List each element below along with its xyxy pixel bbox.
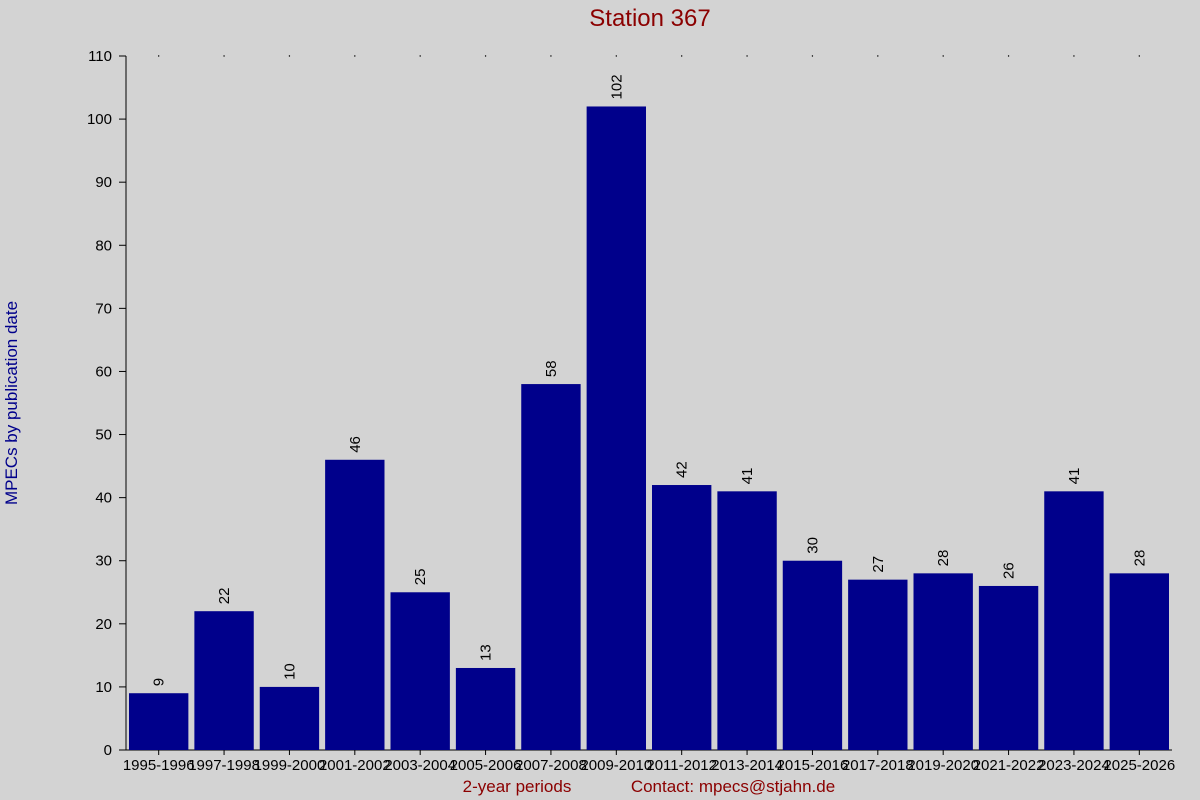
- value-label: 30: [804, 537, 821, 554]
- value-label: 13: [478, 644, 495, 661]
- bar: [325, 459, 385, 750]
- x-tick-label: 2007-2008: [515, 757, 587, 774]
- bar: [455, 667, 516, 750]
- value-label: 9: [151, 678, 168, 686]
- top-tick: [1073, 55, 1075, 57]
- bar: [848, 579, 908, 750]
- value-label: 25: [412, 569, 429, 586]
- top-tick: [746, 55, 748, 57]
- x-tick-label: 2023-2024: [1038, 757, 1110, 774]
- bar: [1109, 573, 1169, 750]
- top-tick: [157, 55, 160, 57]
- y-tick-label: 70: [95, 300, 112, 317]
- x-tick-label: 2009-2010: [580, 757, 652, 774]
- value-label: 10: [281, 663, 298, 680]
- value-label: 28: [935, 550, 952, 567]
- x-tick-label: 2005-2006: [450, 757, 522, 774]
- contact: Contact: mpecs@stjahn.de: [631, 777, 835, 796]
- top-tick: [811, 55, 814, 57]
- value-label: 41: [739, 468, 756, 485]
- value-label: 41: [1066, 468, 1083, 485]
- y-axis-label: MPECs by publication date: [2, 301, 21, 505]
- bar: [782, 560, 843, 750]
- x-tick-label: 1999-2000: [254, 757, 326, 774]
- top-tick: [615, 55, 618, 57]
- value-label: 27: [870, 556, 887, 573]
- y-tick-label: 100: [87, 111, 112, 128]
- top-tick: [288, 55, 291, 57]
- x-tick-label: 2013-2014: [711, 757, 783, 774]
- x-axis-label: 2-year periods: [463, 777, 572, 796]
- top-tick: [419, 55, 421, 57]
- value-label: 42: [674, 461, 691, 478]
- x-tick-label: 2021-2022: [973, 757, 1045, 774]
- value-label: 46: [347, 436, 364, 453]
- bar: [652, 485, 712, 750]
- y-tick-label: 10: [95, 679, 112, 696]
- x-tick-label: 1995-1996: [123, 757, 195, 774]
- y-tick-label: 60: [95, 363, 112, 380]
- y-tick-label: 30: [95, 553, 112, 570]
- top-tick: [1007, 55, 1010, 57]
- top-tick: [942, 55, 944, 57]
- bar: [913, 573, 973, 750]
- value-label: 26: [1001, 562, 1018, 579]
- value-label: 22: [216, 588, 233, 605]
- y-tick-label: 80: [95, 237, 112, 254]
- value-label: 102: [608, 74, 625, 99]
- bar: [259, 686, 320, 750]
- y-tick-label: 0: [104, 742, 112, 759]
- top-tick: [680, 55, 683, 57]
- x-tick-label: 2003-2004: [384, 757, 456, 774]
- bar: [717, 491, 777, 750]
- top-tick: [354, 55, 356, 57]
- top-tick: [1138, 55, 1141, 57]
- y-tick-label: 40: [95, 490, 112, 507]
- x-tick-label: 2015-2016: [777, 757, 849, 774]
- bar: [521, 384, 581, 750]
- top-tick: [484, 55, 487, 57]
- bar: [978, 585, 1039, 750]
- x-tick-label: 2025-2026: [1103, 757, 1175, 774]
- x-tick-label: 2017-2018: [842, 757, 914, 774]
- y-tick-label: 110: [88, 48, 112, 65]
- bar: [1044, 491, 1104, 750]
- top-tick: [550, 55, 552, 57]
- y-tick-label: 20: [95, 616, 112, 633]
- y-tick-label: 50: [95, 427, 112, 444]
- bar: [129, 693, 189, 750]
- y-tick-label: 90: [95, 174, 112, 191]
- chart-title: Station 367: [589, 5, 710, 32]
- top-tick: [877, 55, 879, 57]
- x-tick-label: 2001-2002: [319, 757, 391, 774]
- bar: [194, 611, 254, 750]
- x-tick-label: 1997-1998: [188, 757, 260, 774]
- top-tick: [223, 55, 225, 57]
- bar: [586, 106, 646, 751]
- value-label: 58: [543, 360, 560, 377]
- value-label: 28: [1131, 550, 1148, 567]
- x-tick-label: 2011-2012: [646, 757, 717, 774]
- bar: [390, 592, 450, 750]
- x-tick-label: 2019-2020: [907, 757, 979, 774]
